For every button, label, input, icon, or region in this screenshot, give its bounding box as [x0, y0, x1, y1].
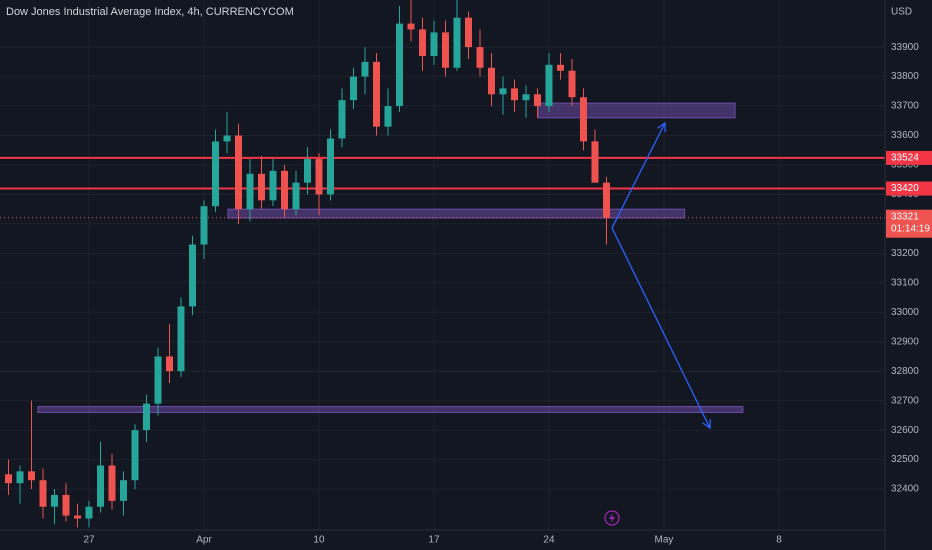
currency-label: USD — [891, 7, 912, 18]
y-tick-label: 33100 — [891, 277, 919, 288]
candle-body — [223, 135, 231, 142]
candle-body — [257, 173, 265, 201]
arrow — [611, 227, 712, 430]
y-tick-label: 33000 — [891, 307, 919, 318]
candle-body — [476, 47, 484, 68]
candle-body — [39, 480, 47, 507]
plot-area — [0, 0, 885, 528]
x-tick-label: 8 — [776, 535, 782, 546]
candle-body — [545, 64, 553, 107]
x-tick-label: Apr — [196, 535, 212, 546]
y-tick-label: 33700 — [891, 101, 919, 112]
candle-body — [418, 29, 426, 56]
candle-body — [499, 88, 507, 95]
alert-icon[interactable] — [604, 510, 620, 526]
candle-body — [395, 23, 403, 107]
candle-body — [292, 182, 300, 210]
candle-body — [5, 474, 13, 484]
candle-body — [591, 141, 599, 183]
candle-body — [246, 173, 254, 210]
last-price-tag — [886, 209, 932, 238]
candle-body — [74, 515, 82, 519]
candle-body — [97, 465, 105, 507]
grid — [0, 0, 885, 530]
candle-body — [533, 94, 541, 107]
y-tick-label: 32400 — [891, 484, 919, 495]
level-tag — [886, 181, 932, 196]
candle-body — [16, 471, 24, 484]
candle-body — [384, 106, 392, 127]
candle-body — [200, 206, 208, 245]
candle-body — [522, 94, 530, 101]
candle-body — [602, 182, 610, 218]
x-tick-label: 24 — [543, 535, 555, 546]
y-tick-label: 32900 — [891, 336, 919, 347]
y-tick-label: 33900 — [891, 42, 919, 53]
level-label: 33524 — [891, 153, 919, 164]
candle-body — [62, 494, 70, 516]
candle-body — [51, 494, 59, 507]
candle-body — [212, 141, 220, 207]
candle-body — [510, 88, 518, 101]
x-tick-label: 17 — [428, 535, 440, 546]
y-tick-label: 32500 — [891, 454, 919, 465]
x-tick-label: May — [655, 535, 674, 546]
y-tick-label: 33600 — [891, 130, 919, 141]
y-tick-label: 33800 — [891, 71, 919, 82]
candle-body — [85, 506, 93, 519]
candle-body — [280, 170, 288, 210]
candle-body — [108, 465, 116, 501]
countdown-label: 01:14:19 — [891, 223, 930, 234]
candle-body — [453, 17, 461, 68]
candle-body — [441, 32, 449, 68]
x-tick-label: 10 — [313, 535, 325, 546]
level-label: 33420 — [891, 183, 919, 194]
chart-title: Dow Jones Industrial Average Index, 4h, … — [6, 6, 294, 18]
y-tick-label: 33500 — [891, 160, 919, 171]
candle-body — [430, 32, 438, 56]
candle-body — [464, 17, 472, 48]
candle-body — [234, 135, 242, 210]
axes: 32400 32500 32600 32700 32800 32900 33000 33100… — [83, 42, 932, 546]
candle-body — [487, 67, 495, 95]
candle-body — [189, 244, 197, 307]
candle-body — [303, 159, 311, 183]
candle-body — [28, 471, 36, 481]
candle-body — [269, 170, 277, 201]
candle-body — [407, 23, 415, 30]
y-tick-label: 32800 — [891, 366, 919, 377]
zone — [37, 406, 744, 413]
candle-body — [326, 138, 334, 195]
x-tick-label: 27 — [83, 535, 95, 546]
y-tick-label: 33200 — [891, 248, 919, 259]
y-tick-label: 32600 — [891, 425, 919, 436]
candle-body — [143, 403, 151, 431]
candle-body — [579, 97, 587, 142]
candle-body — [556, 64, 564, 71]
candle-body — [154, 356, 162, 404]
candle-body — [568, 70, 576, 98]
candle-body — [177, 306, 185, 372]
candle-body — [315, 159, 323, 195]
arrow — [611, 121, 666, 229]
level-tag — [886, 150, 932, 165]
y-tick-label: 32700 — [891, 395, 919, 406]
candle-body — [131, 430, 139, 481]
candle-body — [120, 480, 128, 501]
candle-body — [372, 61, 380, 127]
candle-body — [166, 356, 174, 372]
last-price-label: 33321 — [891, 211, 919, 222]
zone — [537, 102, 736, 119]
candle-body — [361, 61, 369, 77]
candle-body — [338, 100, 346, 139]
candle-body — [349, 76, 357, 101]
